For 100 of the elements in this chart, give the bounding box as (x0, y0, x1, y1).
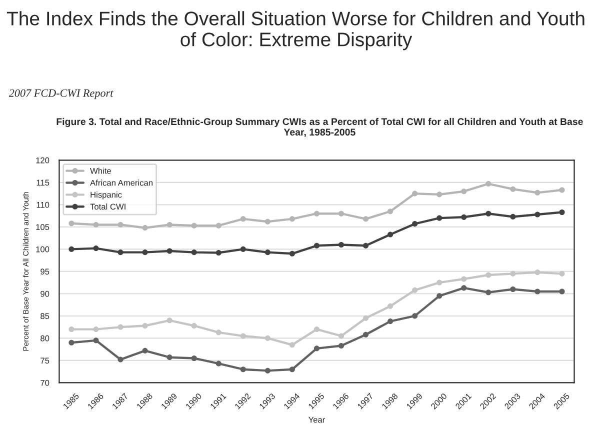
point (314, 210, 320, 216)
legend-label: White (90, 168, 111, 174)
point (216, 250, 222, 256)
point (461, 214, 467, 220)
point (510, 214, 516, 220)
point (118, 324, 124, 330)
point (362, 315, 369, 321)
point (461, 188, 467, 194)
point (412, 221, 418, 227)
chart-subtitle: Figure 3. Total and Race/Ethnic-Group Summary CWIs as a Percent of Total CWI for all Children and Youth at Base Year, 1985-2005 (56, 118, 583, 137)
point (314, 242, 320, 248)
point (142, 322, 148, 329)
point (338, 242, 344, 248)
point (240, 246, 246, 252)
point (534, 190, 540, 196)
point (338, 210, 344, 216)
point (68, 340, 74, 346)
point (412, 313, 418, 319)
point (264, 250, 270, 256)
point (436, 280, 442, 286)
legend-label: Hispanic (90, 192, 122, 200)
point (289, 342, 295, 348)
point (93, 338, 99, 344)
point (118, 356, 124, 362)
point (216, 330, 222, 336)
point (289, 366, 295, 372)
point (166, 248, 172, 254)
point (118, 222, 124, 228)
point (534, 212, 540, 218)
point (486, 272, 492, 278)
point (216, 222, 222, 228)
point (486, 290, 492, 296)
y-tick-label: 105 (36, 224, 50, 230)
point (289, 216, 295, 222)
point (68, 246, 74, 252)
point (362, 242, 369, 248)
point (142, 348, 148, 354)
point (559, 209, 565, 216)
y-tick-label: 100 (36, 246, 50, 252)
point (314, 326, 320, 332)
point (191, 322, 197, 329)
point (436, 192, 442, 198)
point (240, 333, 246, 339)
point (191, 250, 197, 256)
point (93, 326, 99, 332)
point (388, 318, 394, 324)
point (510, 270, 516, 276)
x-axis-title: Year (308, 416, 326, 423)
legend-label: African American (90, 180, 152, 186)
point (362, 332, 369, 338)
point (486, 210, 492, 216)
point (534, 270, 540, 276)
point (93, 246, 99, 252)
point (534, 288, 540, 294)
point (264, 368, 270, 374)
point (436, 215, 442, 221)
point (166, 222, 172, 228)
legend-label: Total CWI (90, 204, 126, 210)
point (142, 250, 148, 256)
y-tick-label: 75 (40, 358, 50, 364)
text: 2007 FCD-CWI Report (8, 89, 114, 100)
point (510, 286, 516, 292)
y-tick-label: 110 (36, 202, 50, 208)
point (240, 366, 246, 372)
point (289, 250, 295, 256)
y-tick-label: 85 (40, 313, 50, 320)
point (68, 220, 74, 226)
point (486, 181, 492, 187)
point (559, 288, 565, 294)
point (559, 187, 565, 193)
point (118, 250, 124, 256)
point (461, 285, 467, 291)
point (338, 333, 344, 339)
point (264, 218, 270, 224)
point (412, 287, 418, 293)
point (510, 186, 516, 192)
y-tick-label: 80 (40, 335, 50, 342)
y-tick-label: 115 (36, 180, 50, 186)
point (68, 326, 74, 332)
point (412, 190, 418, 196)
point (338, 342, 344, 349)
y-tick-label: 120 (36, 157, 50, 164)
y-tick-label: 90 (40, 290, 50, 297)
point (559, 270, 565, 276)
point (240, 216, 246, 222)
point (191, 355, 197, 362)
point (166, 318, 172, 324)
y-tick-label: 70 (40, 380, 50, 386)
point (191, 222, 197, 228)
chart-title: The Index Finds the Overall Situation Worse for Children and Youth of Color: Extreme Disparity (6, 11, 584, 50)
point (264, 335, 270, 341)
point (436, 293, 442, 299)
point (388, 303, 394, 309)
y-tick-label: 95 (40, 268, 50, 275)
point (388, 232, 394, 238)
point (461, 276, 467, 282)
point (216, 360, 222, 366)
point (142, 225, 148, 231)
point (388, 208, 394, 214)
point (314, 346, 320, 352)
